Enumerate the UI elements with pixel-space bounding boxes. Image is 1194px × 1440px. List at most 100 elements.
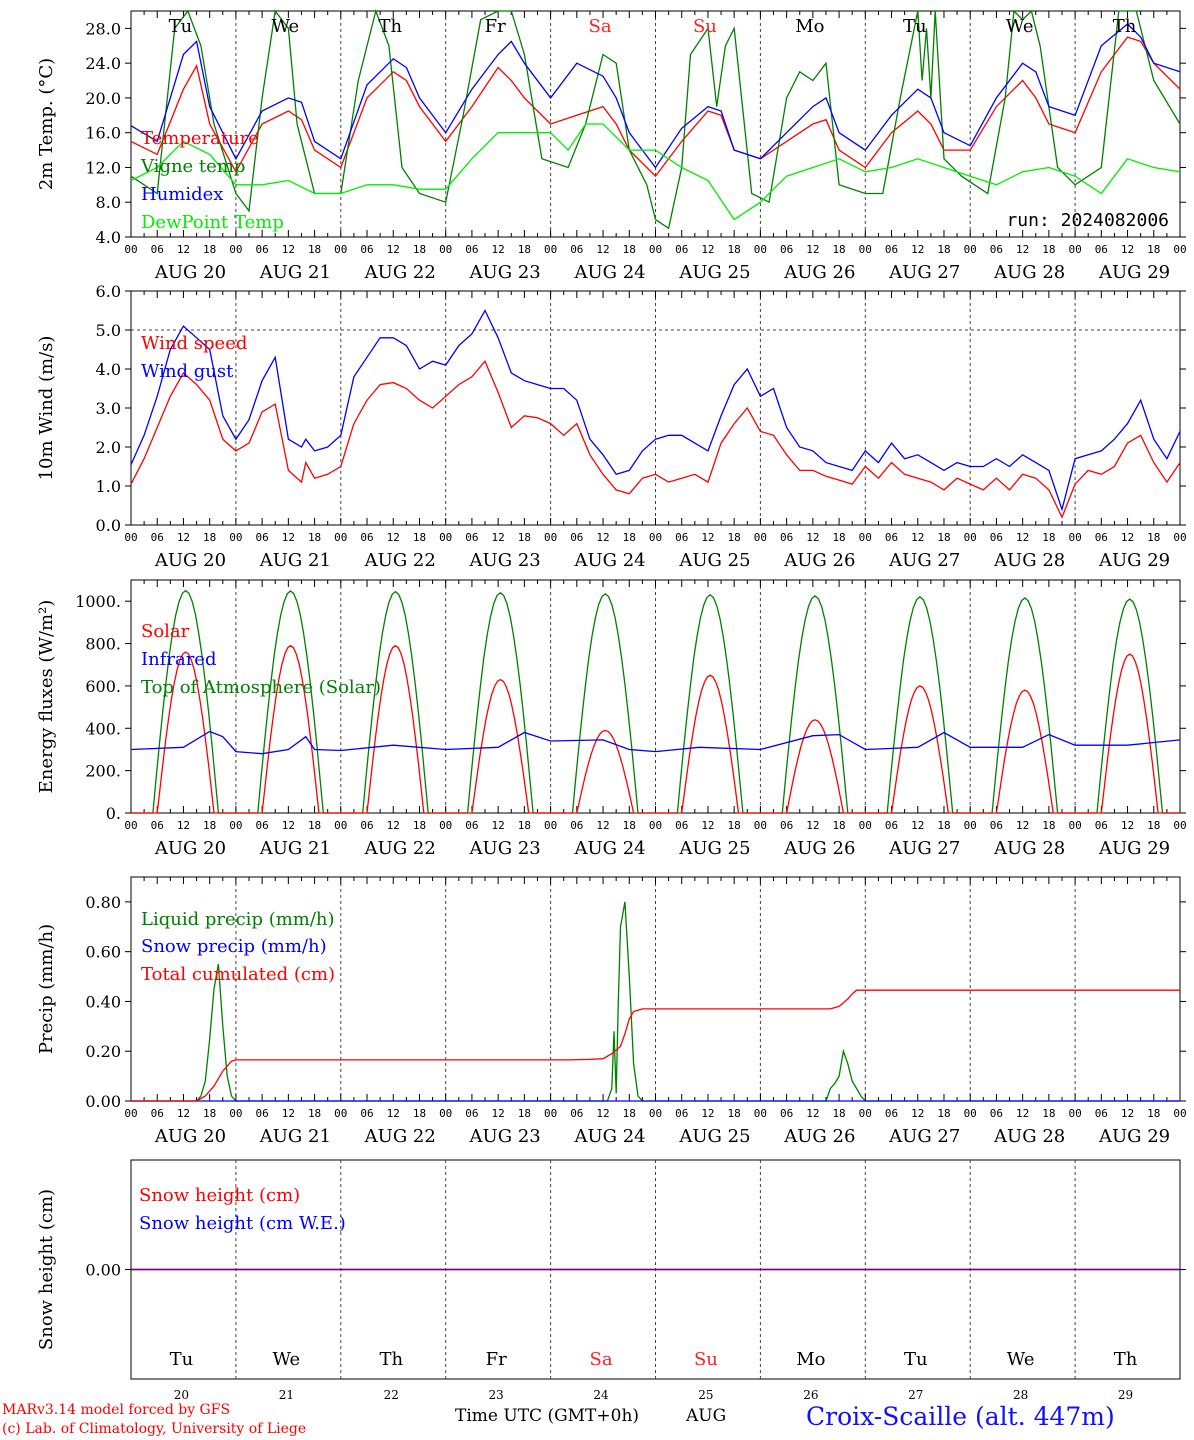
x-hour-tick-label: 00 [229, 819, 242, 832]
x-hour-tick-label: 18 [1042, 1107, 1055, 1120]
x-date-label: AUG 24 [573, 838, 645, 859]
weekday-label-bottom: Mo [796, 1349, 825, 1370]
x-hour-tick-label: 18 [413, 243, 426, 256]
x-hour-tick-label: 12 [596, 819, 609, 832]
x-hour-tick-label: 18 [203, 531, 216, 544]
x-hour-tick-label: 00 [334, 1107, 347, 1120]
x-hour-tick-label: 06 [1095, 1107, 1108, 1120]
x-date-label: AUG 25 [678, 838, 750, 859]
x-hour-tick-label: 18 [1147, 819, 1160, 832]
weekday-label: Su [693, 16, 717, 37]
x-hour-tick-label: 12 [1016, 243, 1029, 256]
x-hour-tick-label: 06 [675, 1107, 688, 1120]
x-hour-tick-label: 18 [937, 819, 950, 832]
x-hour-tick-label: 06 [675, 243, 688, 256]
day-number-label: 28 [1013, 1388, 1028, 1402]
weekday-label-bottom: We [273, 1349, 301, 1370]
x-hour-tick-label: 12 [177, 819, 190, 832]
x-hour-tick-label: 06 [151, 819, 164, 832]
x-hour-tick-label: 06 [256, 1107, 269, 1120]
x-date-label: AUG 26 [783, 838, 855, 859]
x-date-label: AUG 27 [888, 838, 960, 859]
x-hour-tick-label: 06 [1095, 243, 1108, 256]
footer-credit-1: MARv3.14 model forced by GFS [2, 1402, 231, 1418]
x-hour-tick-label: 18 [413, 1107, 426, 1120]
x-date-label: AUG 23 [469, 550, 541, 571]
x-hour-tick-label: 00 [439, 531, 452, 544]
x-hour-tick-label: 06 [885, 1107, 898, 1120]
x-hour-tick-label: 12 [387, 1107, 400, 1120]
weekday-label: Th [1113, 16, 1137, 37]
x-hour-tick-label: 06 [885, 243, 898, 256]
x-hour-tick-label: 18 [413, 531, 426, 544]
day-number-label: 29 [1118, 1388, 1133, 1402]
x-hour-tick-label: 18 [832, 819, 845, 832]
x-hour-tick-label: 18 [1147, 1107, 1160, 1120]
x-hour-tick-label: 06 [570, 531, 583, 544]
x-hour-tick-label: 12 [806, 1107, 819, 1120]
x-axis-label: Time UTC (GMT+0h) [455, 1406, 640, 1426]
x-hour-tick-label: 00 [859, 1107, 872, 1120]
x-hour-tick-label: 06 [151, 243, 164, 256]
x-hour-tick-label: 12 [1121, 243, 1134, 256]
x-hour-tick-label: 18 [203, 243, 216, 256]
x-hour-tick-label: 12 [492, 531, 505, 544]
x-date-label: AUG 26 [783, 1126, 855, 1147]
x-hour-tick-label: 18 [518, 1107, 531, 1120]
x-hour-tick-label: 12 [806, 531, 819, 544]
legend-entry: Liquid precip (mm/h) [141, 909, 335, 930]
x-hour-tick-label: 18 [518, 819, 531, 832]
y-tick-label: 0. [106, 804, 121, 823]
legend-entry: Vigne temp [140, 156, 245, 177]
y-tick-label: 4.0 [96, 228, 121, 247]
x-hour-tick-label: 00 [859, 531, 872, 544]
x-hour-tick-label: 00 [754, 243, 767, 256]
x-hour-tick-label: 12 [911, 531, 924, 544]
legend-entry: DewPoint Temp [141, 212, 284, 233]
x-hour-tick-label: 00 [124, 243, 137, 256]
x-hour-tick-label: 00 [1068, 243, 1081, 256]
series-line-total-cumulated-cm- [131, 989, 1180, 1102]
x-hour-tick-label: 00 [439, 1107, 452, 1120]
x-hour-tick-label: 12 [701, 1107, 714, 1120]
x-hour-tick-label: 12 [1121, 1107, 1134, 1120]
day-number-label: 25 [698, 1388, 713, 1402]
x-hour-tick-label: 18 [832, 531, 845, 544]
x-hour-tick-label: 18 [937, 1107, 950, 1120]
x-hour-tick-label: 12 [1121, 531, 1134, 544]
x-hour-tick-label: 00 [754, 531, 767, 544]
x-hour-tick-label: 00 [964, 1107, 977, 1120]
x-hour-tick-label: 00 [1173, 1107, 1186, 1120]
x-hour-tick-label: 06 [360, 531, 373, 544]
x-hour-tick-label: 12 [492, 243, 505, 256]
x-hour-tick-label: 00 [1068, 819, 1081, 832]
x-date-label: AUG 29 [1098, 1126, 1170, 1147]
x-hour-tick-label: 12 [911, 819, 924, 832]
legend-entry: Temperature [141, 128, 259, 149]
x-date-label: AUG 23 [469, 838, 541, 859]
x-date-label: AUG 20 [154, 1126, 226, 1147]
x-hour-tick-label: 00 [964, 819, 977, 832]
x-hour-tick-label: 06 [360, 243, 373, 256]
y-axis-label: 10m Wind (m/s) [36, 336, 57, 481]
x-hour-tick-label: 00 [439, 243, 452, 256]
x-hour-tick-label: 00 [964, 243, 977, 256]
x-hour-tick-label: 06 [990, 243, 1003, 256]
x-hour-tick-label: 00 [334, 819, 347, 832]
x-hour-tick-label: 12 [387, 243, 400, 256]
x-hour-tick-label: 12 [177, 531, 190, 544]
x-hour-tick-label: 00 [334, 531, 347, 544]
weekday-label-bottom: Tu [904, 1349, 928, 1370]
day-number-label: 21 [279, 1388, 294, 1402]
x-date-label: AUG 24 [573, 550, 645, 571]
series-line-infrared [130, 730, 1181, 755]
x-hour-tick-label: 12 [492, 819, 505, 832]
x-hour-tick-label: 12 [1016, 531, 1029, 544]
x-hour-tick-label: 06 [151, 1107, 164, 1120]
x-hour-tick-label: 06 [780, 1107, 793, 1120]
series-line-wind-speed [130, 359, 1181, 519]
x-date-label: AUG 29 [1098, 838, 1170, 859]
x-hour-tick-label: 06 [990, 1107, 1003, 1120]
x-hour-tick-label: 00 [124, 819, 137, 832]
